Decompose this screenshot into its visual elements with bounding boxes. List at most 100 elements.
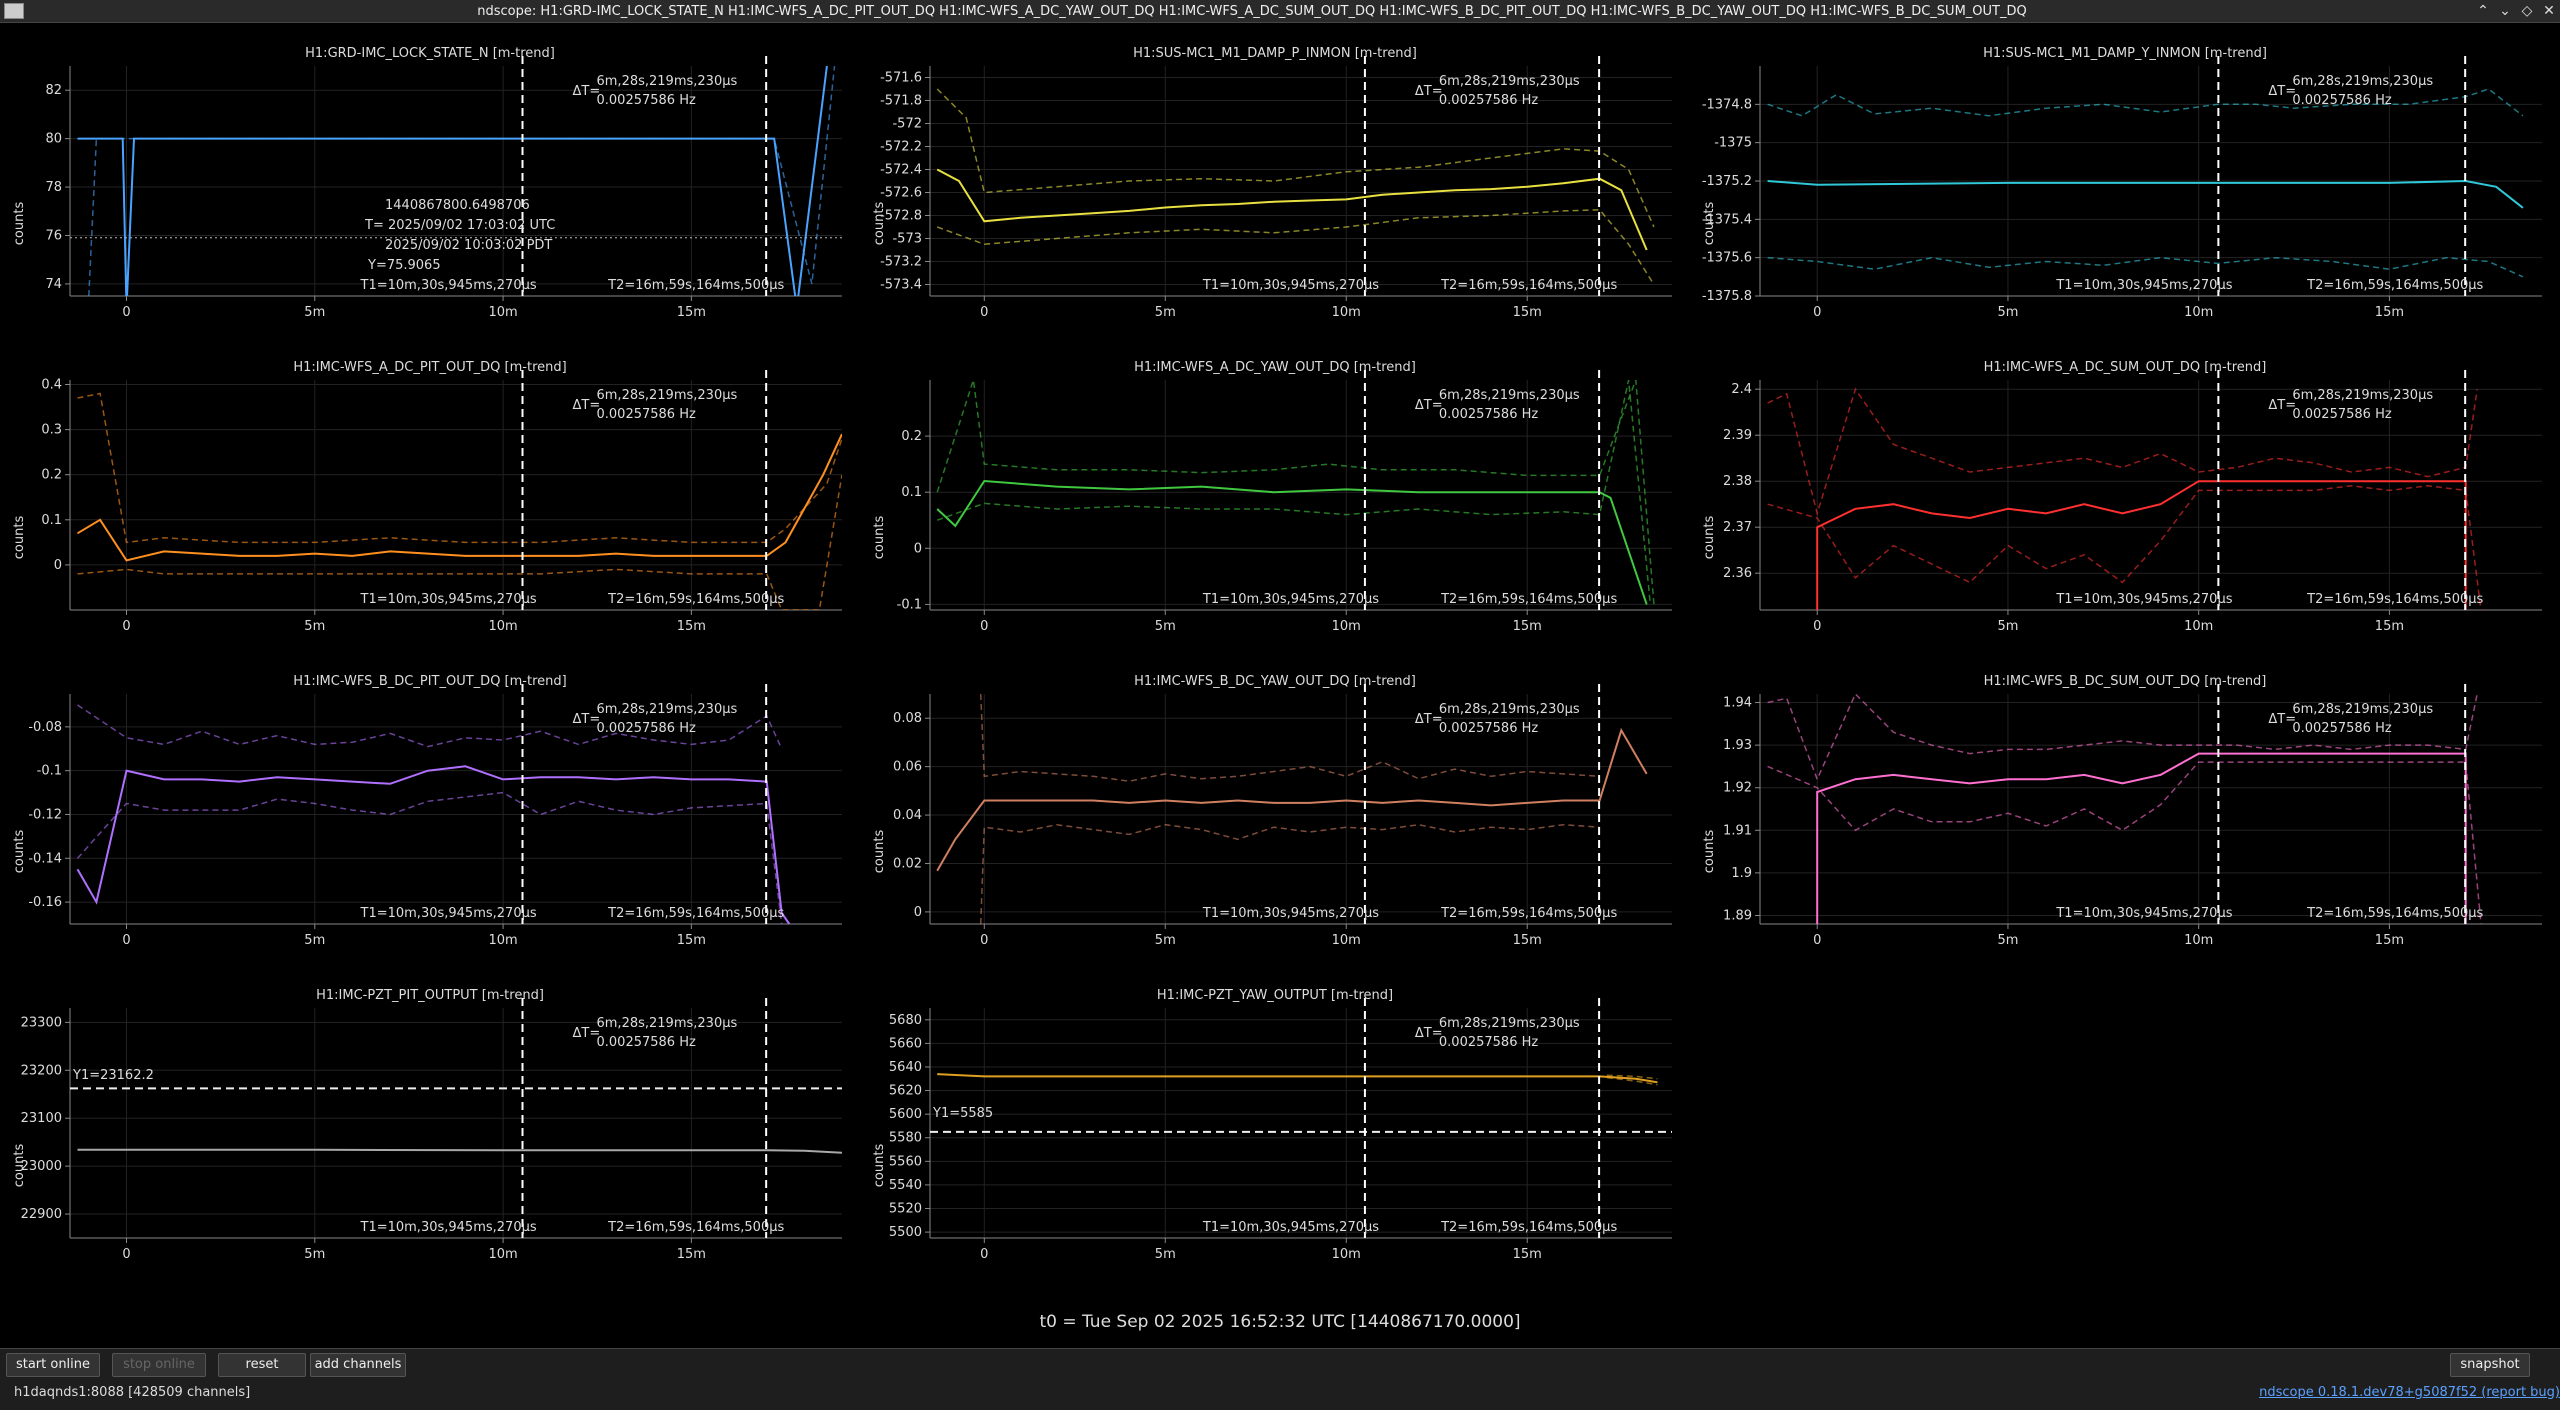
y-tick-label: -1375.6 <box>1702 251 1752 266</box>
plot-panel[interactable]: H1:IMC-PZT_PIT_OUTPUT [m-trend] counts 0 5m… <box>0 988 860 1288</box>
series-min-line <box>1606 1076 1658 1086</box>
plot-panel[interactable]: H1:SUS-MC1_M1_DAMP_Y_INMON [m-trend] coun… <box>1690 46 2560 346</box>
delta-t-values: 6m,28s,219ms,230μs 0.00257586 Hz <box>597 700 738 738</box>
y-tick-label: 1.94 <box>1723 696 1752 711</box>
delta-t-values: 6m,28s,219ms,230μs 0.00257586 Hz <box>2292 72 2433 110</box>
y-tick-label: 2.4 <box>1731 382 1752 397</box>
x-tick-label: 10m <box>1332 619 1361 634</box>
delta-freq-value: 0.00257586 Hz <box>1438 721 1539 736</box>
delta-freq-value: 0.00257586 Hz <box>596 93 696 108</box>
y-tick-label: 0.1 <box>901 485 922 500</box>
delta-t-label: ΔT= <box>1414 1026 1443 1041</box>
x-tick-label: 15m <box>2375 305 2404 320</box>
t2-label: T2=16m,59s,164ms,500μs <box>1441 1220 1618 1235</box>
delta-time-value: 6m,28s,219ms,230μs <box>2292 702 2434 717</box>
series-min-line <box>1767 485 2482 610</box>
delta-freq-value: 0.00257586 Hz <box>596 721 696 736</box>
start-online-button[interactable]: start online <box>6 1353 100 1377</box>
minimize-icon[interactable]: ⌃ <box>2477 3 2489 19</box>
version-link[interactable]: ndscope 0.18.1.dev78+g5087f52 (report bu… <box>2259 1385 2560 1400</box>
y-tick-label: -0.1 <box>37 764 62 779</box>
delta-t-label: ΔT= <box>572 398 601 413</box>
plot-title: H1:IMC-WFS_B_DC_YAW_OUT_DQ [m-trend] <box>1134 674 1416 689</box>
plot-canvas: 0 5m 10m 15m 2.4 2.39 2.38 2.37 2.36 <box>1723 370 2542 634</box>
snapshot-button[interactable]: snapshot <box>2450 1353 2530 1377</box>
x-tick-label: 5m <box>1155 619 1176 634</box>
plot-canvas: 0 5m 10m 15m 0.08 0.06 0.04 0.02 0 <box>893 684 1672 948</box>
t1-label: T1=10m,30s,945ms,270μs <box>360 1220 537 1235</box>
t2-label: T2=16m,59s,164ms,500μs <box>608 1220 785 1235</box>
x-tick-label: 0 <box>980 305 988 320</box>
series-group <box>70 66 842 296</box>
plot-panel[interactable]: H1:IMC-WFS_B_DC_SUM_OUT_DQ [m-trend] coun… <box>1690 674 2560 974</box>
plot-panel[interactable]: H1:IMC-WFS_B_DC_PIT_OUT_DQ [m-trend] coun… <box>0 674 860 974</box>
y-tick-label: -0.14 <box>28 851 62 866</box>
delta-time-value: 6m,28s,219ms,230μs <box>596 1016 738 1031</box>
y-tick-label: 23200 <box>21 1063 62 1078</box>
delta-freq-value: 0.00257586 Hz <box>596 1035 696 1050</box>
x-tick-label: 10m <box>1332 305 1361 320</box>
y-tick-label: 0.2 <box>901 429 922 444</box>
restore-icon[interactable]: ◇ <box>2521 3 2533 19</box>
plot-panel[interactable]: H1:IMC-WFS_A_DC_PIT_OUT_DQ [m-trend] coun… <box>0 360 860 660</box>
series-group <box>1767 88 2524 278</box>
plot-panel[interactable]: H1:IMC-WFS_A_DC_YAW_OUT_DQ [m-trend] coun… <box>860 360 1690 660</box>
series-group <box>1767 387 2482 610</box>
cursor-readout-line: Y=75.9065 <box>368 258 441 273</box>
plot-canvas: 0 5m 10m 15m -571.6 -571.8 -572 -572.2 -572.4 -57… <box>880 56 1672 320</box>
add-channels-button[interactable]: add channels <box>310 1353 406 1377</box>
plot-title: H1:SUS-MC1_M1_DAMP_Y_INMON [m-trend] <box>1983 46 2267 61</box>
plot-panel[interactable]: H1:IMC-WFS_B_DC_YAW_OUT_DQ [m-trend] coun… <box>860 674 1690 974</box>
plot-panel[interactable]: H1:IMC-WFS_A_DC_SUM_OUT_DQ [m-trend] coun… <box>1690 360 2560 660</box>
close-icon[interactable]: ✕ <box>2543 3 2555 19</box>
y-tick-label: 5520 <box>889 1202 922 1217</box>
x-tick-label: 0 <box>122 619 130 634</box>
y-tick-label: 1.91 <box>1723 823 1752 838</box>
y-tick-label: 0 <box>54 558 62 573</box>
y-tick-label: 0.4 <box>41 378 62 393</box>
y-tick-label: -572.2 <box>880 140 922 155</box>
delta-t-values: 6m,28s,219ms,230μs 0.00257586 Hz <box>1439 1014 1580 1052</box>
y-tick-label: 0.02 <box>893 856 922 871</box>
plot-panel[interactable]: H1:SUS-MC1_M1_DAMP_P_INMON [m-trend] coun… <box>860 46 1690 346</box>
y-tick-label: 0.3 <box>41 423 62 438</box>
y-tick-label: 22900 <box>21 1207 62 1222</box>
x-tick-label: 0 <box>122 305 130 320</box>
window-titlebar: ndscope: H1:GRD-IMC_LOCK_STATE_N H1:IMC-… <box>0 0 2560 23</box>
series-mean-line <box>1816 480 2467 610</box>
y-tick-label: 5660 <box>889 1036 922 1051</box>
delta-time-value: 6m,28s,219ms,230μs <box>2292 388 2434 403</box>
delta-t-label: ΔT= <box>572 1026 601 1041</box>
y-tick-label: 82 <box>45 83 62 98</box>
y-tick-label: -1375.8 <box>1702 289 1752 304</box>
delta-t-values: 6m,28s,219ms,230μs 0.00257586 Hz <box>1439 700 1580 738</box>
series-max-line <box>1767 88 2524 117</box>
series-min-line <box>77 474 842 610</box>
plot-title: H1:IMC-WFS_A_DC_PIT_OUT_DQ [m-trend] <box>293 360 567 375</box>
series-max-line <box>936 88 1655 228</box>
plot-panel[interactable]: H1:GRD-IMC_LOCK_STATE_N [m-trend] counts 0… <box>0 46 860 346</box>
x-tick-label: 15m <box>677 1247 706 1262</box>
series-max-line <box>77 392 842 544</box>
delta-t-values: 6m,28s,219ms,230μs 0.00257586 Hz <box>2292 386 2433 424</box>
maximize-icon[interactable]: ⌄ <box>2499 3 2511 19</box>
delta-t-label: ΔT= <box>1414 398 1443 413</box>
x-tick-label: 10m <box>2184 305 2213 320</box>
reset-button[interactable]: reset <box>218 1353 306 1377</box>
y-tick-label: -572.8 <box>880 209 922 224</box>
t1-label: T1=10m,30s,945ms,270μs <box>2056 592 2233 607</box>
y-tick-label: 0.1 <box>41 513 62 528</box>
x-tick-label: 0 <box>980 933 988 948</box>
control-bar: start online stop online reset add chann… <box>0 1348 2560 1410</box>
plot-canvas: 0 5m 10m 15m -0.08 -0.1 -0.12 -0.14 -0.16 <box>28 684 842 948</box>
delta-t-label: ΔT= <box>2268 398 2297 413</box>
y-tick-label: 23100 <box>21 1111 62 1126</box>
stop-online-button[interactable]: stop online <box>112 1353 206 1377</box>
delta-time-value: 6m,28s,219ms,230μs <box>1438 388 1580 403</box>
y-tick-label: -572.4 <box>880 163 922 178</box>
delta-t-values: 6m,28s,219ms,230μs 0.00257586 Hz <box>597 1014 738 1052</box>
series-min-line <box>1767 761 2482 924</box>
plot-panel[interactable]: H1:IMC-PZT_YAW_OUTPUT [m-trend] counts 0 5m… <box>860 988 1690 1288</box>
x-tick-label: 10m <box>488 933 517 948</box>
y-tick-label: -0.1 <box>897 597 922 612</box>
